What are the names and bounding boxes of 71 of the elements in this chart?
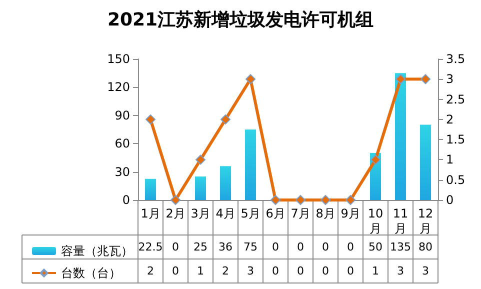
data-label: 36 [218, 240, 232, 254]
y2-tick-label: 1 [446, 152, 454, 167]
y-tick-label: 120 [107, 80, 130, 94]
point [196, 154, 206, 165]
data-label: 135 [390, 240, 411, 254]
y2-tick-label: 0.5 [446, 172, 466, 187]
x-tick-label: 9月 [340, 206, 360, 220]
data-label: 0 [272, 264, 279, 278]
x-tick-label: 1月 [140, 206, 160, 220]
chart-title: 2021江苏新增垃圾发电许可机组 [107, 10, 374, 30]
x-tick-label: 12月 [418, 206, 434, 236]
data-label: 0 [297, 264, 304, 278]
point [246, 74, 256, 84]
data-label: 80 [418, 240, 432, 254]
x-tick-label: 6月 [266, 206, 286, 220]
y-tick-label: 90 [114, 108, 130, 122]
data-label: 2 [222, 264, 229, 278]
data-label: 1 [197, 264, 204, 278]
bar [420, 124, 431, 200]
bar [220, 166, 231, 200]
data-label: 0 [322, 240, 329, 254]
data-label: 2 [147, 264, 154, 278]
point [146, 114, 156, 124]
bar [195, 176, 206, 200]
y2-tick-label: 3.5 [446, 52, 466, 66]
y2-tick-label: 3 [446, 72, 454, 86]
x-tick-label: 3月 [190, 206, 210, 220]
data-label: 0 [347, 264, 354, 278]
point [270, 195, 280, 205]
data-label: 0 [297, 240, 304, 254]
data-label: 0 [272, 240, 279, 254]
data-label: 25 [194, 240, 208, 254]
y-tick-label: 60 [114, 136, 130, 151]
x-tick-label: 7月 [290, 206, 310, 220]
data-label: 3 [247, 264, 254, 278]
x-tick-label: 5月 [240, 206, 260, 220]
point [420, 74, 430, 84]
y-tick-label: 0 [122, 193, 130, 207]
data-label: 0 [322, 264, 329, 278]
legend-label: 容量（兆瓦） [61, 244, 133, 258]
data-label: 1 [372, 264, 379, 278]
data-label: 0 [172, 264, 179, 278]
y-tick-label: 30 [114, 164, 130, 179]
point [396, 74, 406, 84]
x-tick-label: 10月 [368, 206, 384, 236]
y2-tick-label: 2.5 [446, 92, 466, 106]
point [220, 114, 230, 124]
point [346, 195, 356, 205]
x-tick-label: 11月 [392, 206, 408, 236]
data-label: 75 [244, 240, 258, 254]
y2-tick-label: 0 [446, 193, 454, 207]
bar [145, 178, 156, 200]
y-tick-label: 150 [107, 52, 130, 66]
data-label: 3 [422, 264, 429, 278]
legend-label: 台数（台） [61, 266, 121, 280]
x-tick-label: 8月 [316, 206, 336, 220]
y2-tick-label: 1.5 [446, 132, 466, 147]
point [296, 195, 306, 205]
point [170, 195, 180, 205]
data-label: 0 [347, 240, 354, 254]
point [320, 195, 330, 205]
data-label: 0 [172, 240, 179, 254]
bar [245, 130, 256, 200]
x-tick-label: 4月 [216, 206, 236, 220]
data-label: 22.5 [138, 240, 163, 254]
data-label: 50 [368, 240, 382, 254]
x-tick-label: 2月 [166, 206, 186, 220]
y2-tick-label: 2 [446, 112, 454, 126]
data-label: 3 [397, 264, 404, 278]
point [370, 154, 380, 165]
bar [395, 73, 406, 200]
